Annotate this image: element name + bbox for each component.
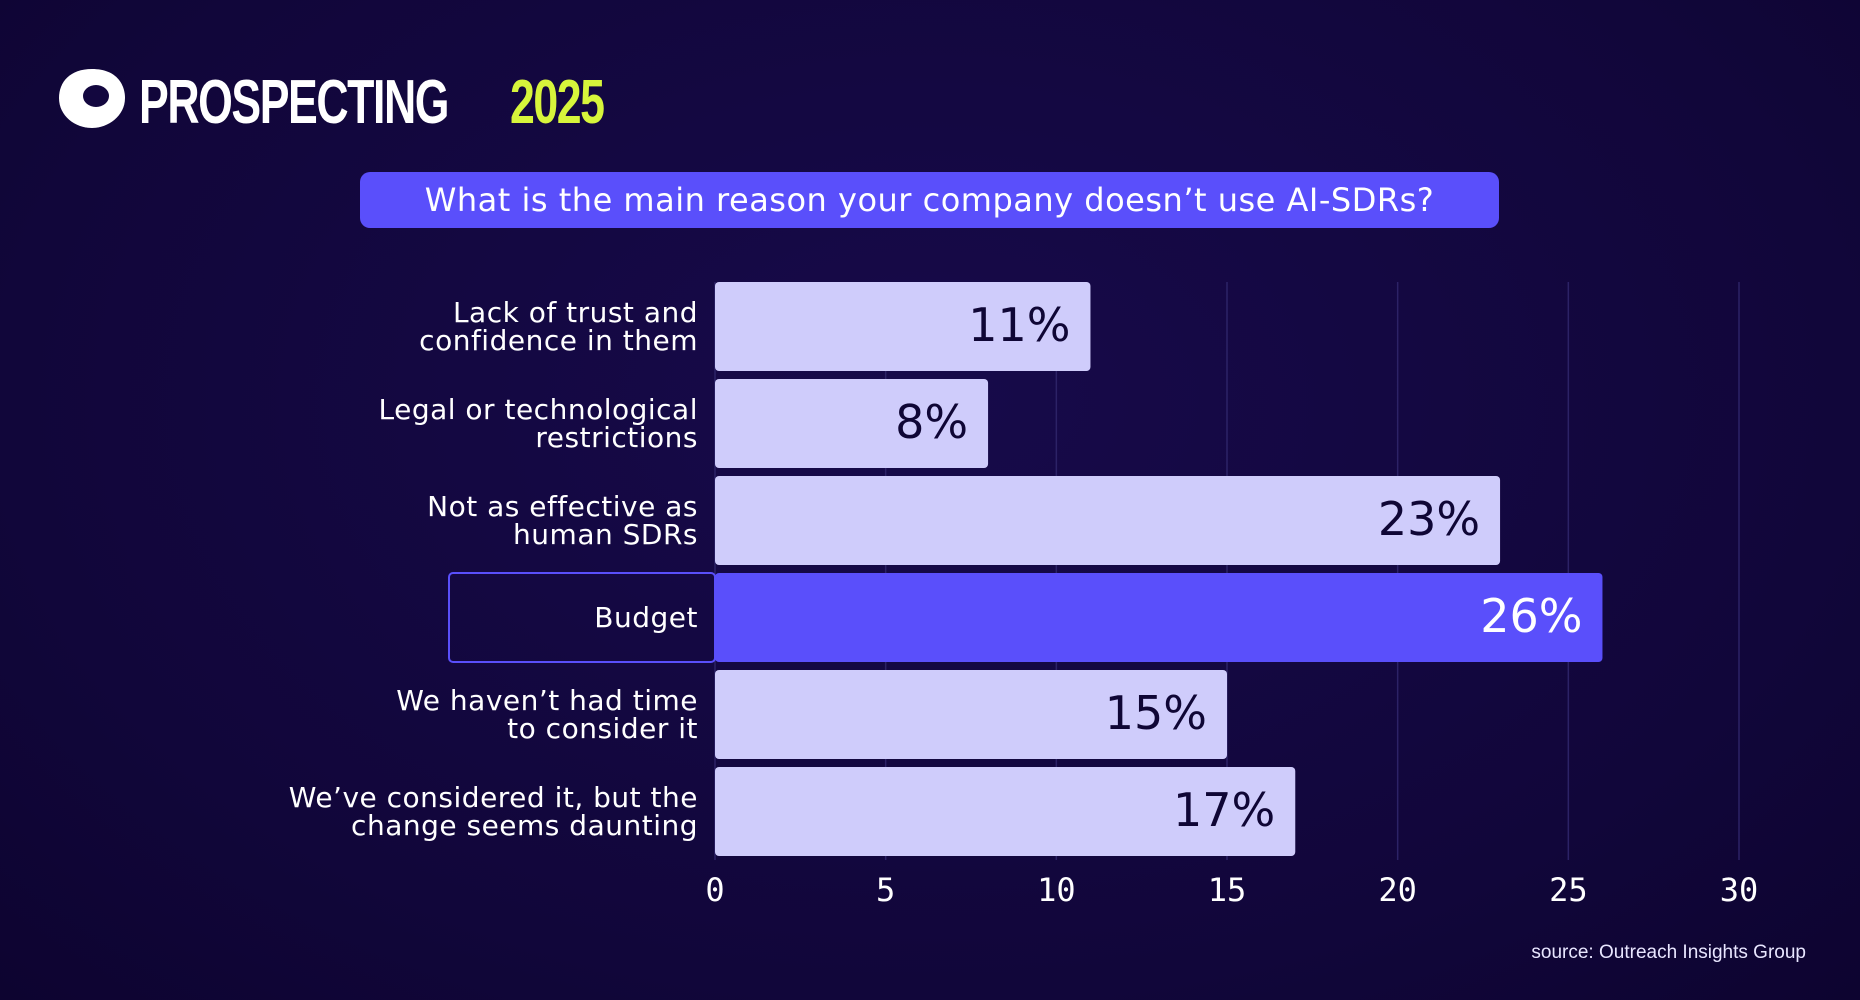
value-label: 23% xyxy=(1378,492,1480,546)
x-tick-label: 20 xyxy=(1378,871,1417,909)
bar xyxy=(715,379,989,468)
category-label: Lack of trust and confidence in them xyxy=(419,295,698,357)
bar xyxy=(715,573,1603,662)
value-label: 8% xyxy=(895,395,968,449)
x-tick-label: 15 xyxy=(1208,871,1247,909)
category-label: Not as effective as human SDRs xyxy=(427,489,698,551)
value-label: 11% xyxy=(968,298,1070,352)
category-label: We’ve considered it, but the change seem… xyxy=(288,780,698,842)
value-label: 17% xyxy=(1173,783,1275,837)
category-label: We haven’t had time to consider it xyxy=(396,683,698,745)
bar xyxy=(715,476,1501,565)
source: source: Outreach Insights Group xyxy=(1531,942,1806,963)
x-tick-label: 10 xyxy=(1037,871,1076,909)
category-label: Legal or technological restrictions xyxy=(378,392,698,454)
value-label: 26% xyxy=(1480,589,1582,643)
x-tick-label: 25 xyxy=(1549,871,1588,909)
x-tick-label: 30 xyxy=(1720,871,1759,909)
value-label: 15% xyxy=(1105,686,1207,740)
x-tick-label: 0 xyxy=(705,871,724,909)
bar xyxy=(715,282,1091,371)
bar xyxy=(715,767,1296,856)
logo xyxy=(59,69,125,128)
brand-year: 2025 xyxy=(510,68,604,137)
brand-name: PROSPECTING xyxy=(139,68,448,137)
bar xyxy=(715,670,1227,759)
x-tick-label: 5 xyxy=(876,871,895,909)
chart-title: What is the main reason your company doe… xyxy=(360,172,1499,228)
category-label: Budget xyxy=(594,600,698,634)
